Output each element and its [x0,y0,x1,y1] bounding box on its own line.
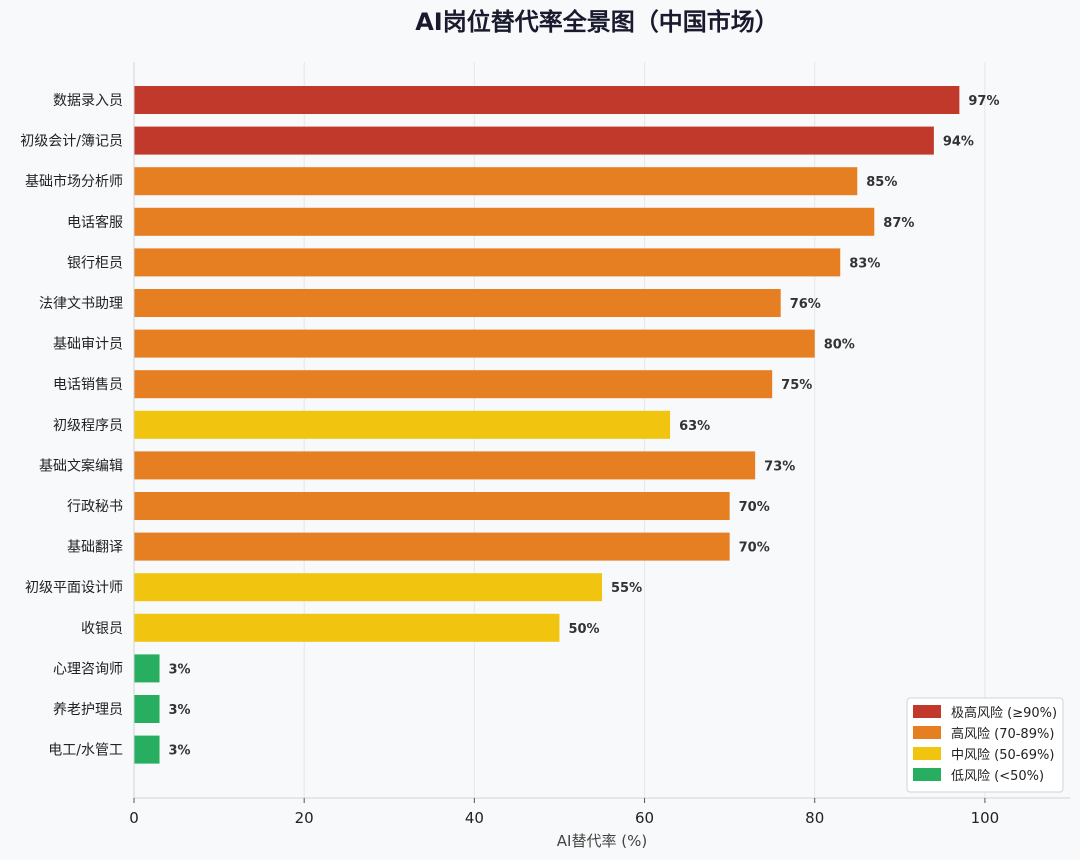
bar [134,573,602,602]
bar [134,695,160,723]
legend-swatch [913,726,941,739]
legend-entry: 中风险 (50-69%) [951,748,1054,763]
data-label: 3% [169,662,191,677]
y-tick-label: 初级程序员 [53,417,123,434]
y-tick-label: 行政秘书 [67,499,123,515]
axes: 0 20 40 60 80 100 数据录入员初级会计/簿记员基础市场分析师电话客服银行柜员… [20,62,1070,827]
legend-entry: 低风险 (<50%) [951,769,1044,784]
bar [134,248,841,277]
data-label: 55% [611,581,642,596]
legend-swatch [913,747,941,760]
data-label: 80% [824,338,855,353]
y-tick-label: 电工/水管工 [48,743,123,759]
data-label: 70% [739,500,770,515]
data-label: 50% [568,622,599,637]
y-tick-label: 基础审计员 [53,336,123,353]
legend-entry: 极高风险 (≥90%) [951,705,1057,721]
bar [134,451,756,480]
y-tick-label: 基础翻译 [67,539,123,556]
x-tick-label: 80 [805,809,824,827]
y-tick-label: 数据录入员 [53,93,123,109]
x-tick-label: 20 [295,809,314,827]
legend-box [906,697,1064,793]
y-tick-label: 银行柜员 [67,255,123,271]
x-tick-label: 60 [635,809,654,827]
bar [134,289,781,317]
y-tick-label: 收银员 [81,621,123,637]
data-label: 97% [968,94,999,109]
x-tick-label: 100 [971,809,1000,827]
y-tick-label: 基础文案编辑 [39,457,123,474]
x-axis-label: AI替代率 (%) [557,832,647,850]
legend-swatch [913,768,941,781]
y-tick-label: 基础市场分析师 [25,173,123,190]
data-label: 3% [169,703,191,718]
bars: 97% 94% 85% 87% 83% 76% 80% 75% 63% 73% 70% 70% 55% 5… [134,86,1000,764]
bar [134,86,960,114]
bar [134,329,815,358]
bar [134,492,730,520]
data-label: 70% [739,541,770,556]
data-label: 87% [883,216,914,231]
bar [134,207,875,236]
data-label: 76% [790,297,821,312]
data-label: 63% [679,419,710,434]
bar [134,370,773,399]
y-tick-label: 初级会计/簿记员 [20,133,123,150]
legend: 极高风险 (≥90%) 高风险 (70-89%) 中风险 (50-69%) 低风险 (… [906,697,1064,793]
bar [134,735,160,764]
y-tick-label: 心理咨询师 [53,661,123,677]
legend-entry: 高风险 (70-89%) [951,726,1054,742]
data-label: 75% [781,378,812,393]
x-tick-label: 0 [129,809,139,827]
bar [134,532,730,561]
y-tick-label: 电话销售员 [53,377,123,393]
data-label: 73% [764,459,795,474]
bar [134,654,160,683]
data-label: 3% [169,744,191,759]
legend-swatch [913,705,941,718]
bar [134,613,560,642]
bar [134,167,858,196]
data-label: 85% [866,175,897,190]
y-tick-label: 初级平面设计师 [25,579,123,596]
chart-title: AI岗位替代率全景图（中国市场） [415,8,779,36]
bar [134,126,934,155]
y-tick-label: 养老护理员 [53,702,123,718]
data-label: 83% [849,256,880,271]
data-label: 94% [943,135,974,150]
y-tick-label: 电话客服 [67,214,123,231]
y-tick-label: 法律文书助理 [39,296,123,312]
x-tick-label: 40 [465,809,484,827]
bar [134,410,671,439]
